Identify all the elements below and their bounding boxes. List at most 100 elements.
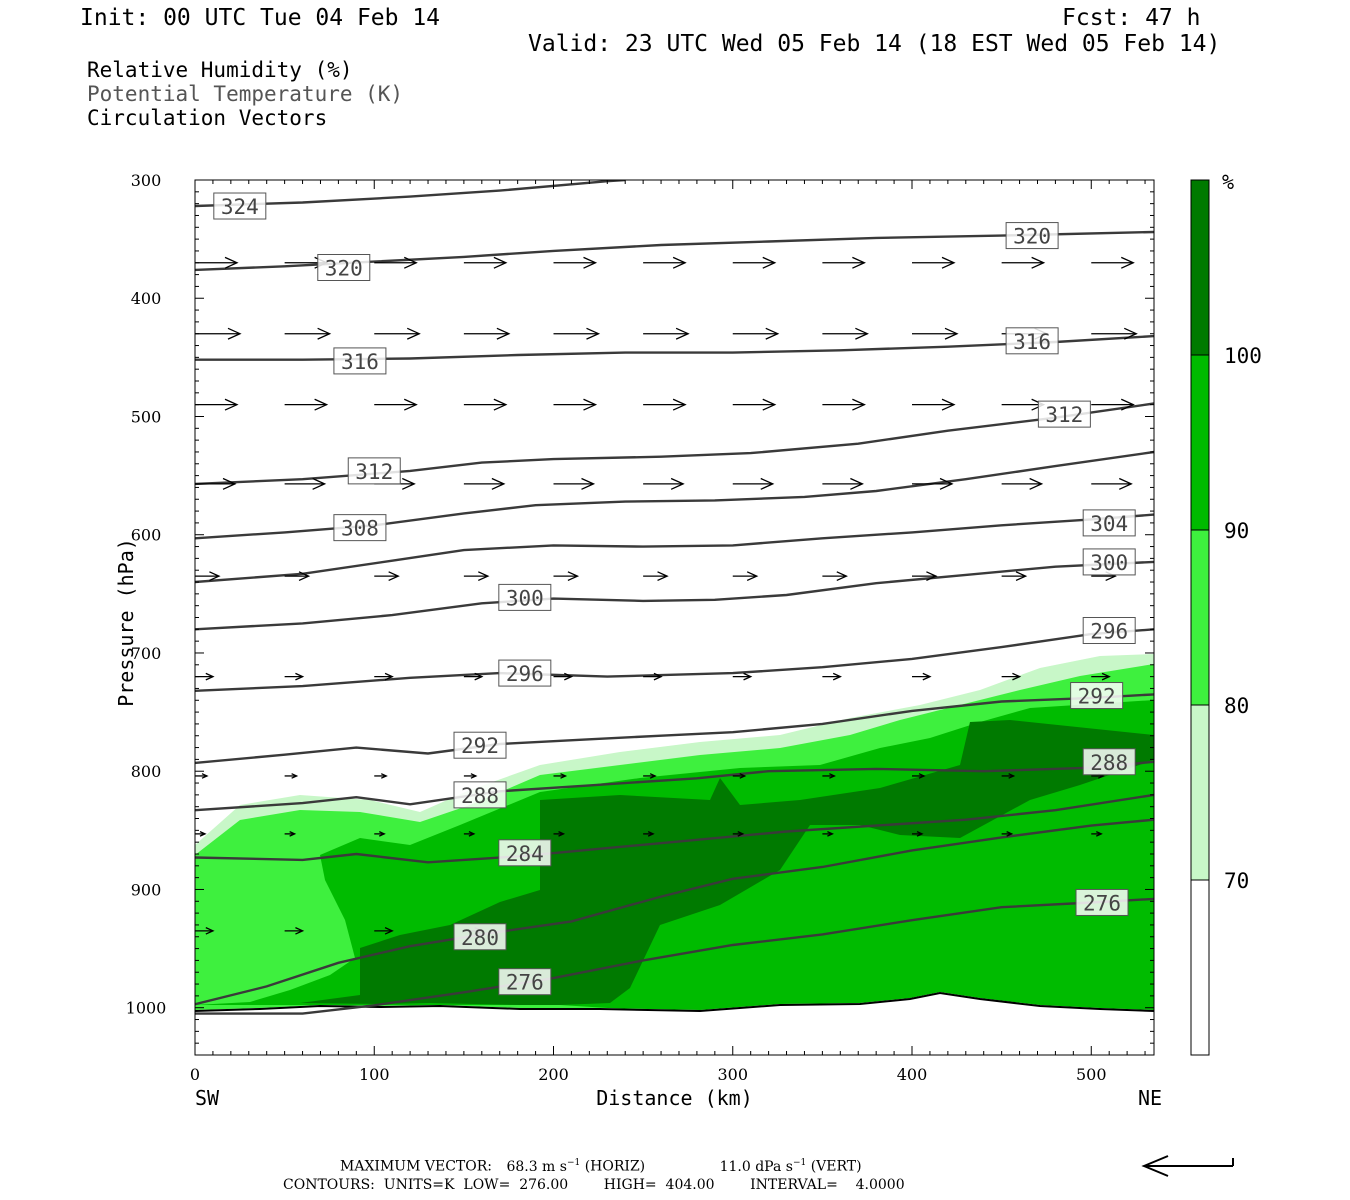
vector-head [1118, 477, 1133, 490]
theta-label-box [333, 347, 387, 375]
vector-head [298, 571, 311, 582]
colorbar-level-label: 70 [1224, 869, 1249, 893]
vector-head [829, 773, 836, 779]
ground-line [195, 991, 1154, 1013]
circulation-vector [284, 927, 305, 935]
circulation-vector [195, 773, 209, 779]
vector-head [291, 773, 299, 779]
theta-label: 276 [1083, 891, 1121, 915]
colorbar-swatch [1191, 705, 1209, 880]
vector-head [496, 327, 511, 340]
y-tick-label: 800 [131, 762, 162, 781]
y-tick-label: 500 [131, 407, 162, 426]
theta-contour-labels: 324 320 320 316 316 312 312 308 304 300 300 296 296 2… [213, 192, 1136, 996]
circulation-vector [822, 773, 836, 779]
vector-head [201, 773, 209, 779]
x-tick-label: 400 [897, 1065, 928, 1084]
theta-label: 304 [1090, 512, 1128, 536]
vector-head [581, 477, 596, 490]
contours-info: CONTOURS: UNITS=K LOW= 276.00 HIGH= 404.… [283, 1177, 905, 1193]
vector-head [227, 327, 242, 340]
circulation-vector [912, 256, 956, 269]
theta-label-box [498, 839, 552, 867]
vector-head [1095, 831, 1103, 837]
theta-label: 320 [325, 257, 363, 281]
theta-contour-300 [195, 560, 1154, 631]
vector-head [760, 477, 775, 490]
theta-contour-304 [195, 513, 1154, 584]
axes: 300 400 500 600 700 800 900 1000 0 100 200 300 400 50… [114, 171, 1162, 1110]
vector-head [1123, 327, 1138, 340]
theta-label: 296 [506, 662, 544, 686]
circulation-vector [1001, 773, 1016, 779]
vector-head [675, 327, 690, 340]
circulation-vector [195, 398, 239, 411]
max-vector-line: MAXIMUM VECTOR: 68.3 m s−1 (HORIZ) 11.0 … [340, 1158, 862, 1175]
theta-contour-284 [195, 793, 1154, 864]
circulation-vector [284, 773, 299, 779]
circulation-vector [732, 327, 780, 340]
theta-label-box [453, 923, 507, 951]
legend-vectors: Circulation Vectors [87, 106, 328, 130]
vector-head [209, 571, 221, 582]
y-tick-label: 700 [131, 644, 162, 663]
theta-label: 324 [221, 195, 259, 219]
vector-head [836, 571, 848, 582]
rh-over-100-area [300, 720, 1154, 1005]
vector-head [491, 477, 506, 490]
circulation-vector [643, 398, 687, 411]
vector-head [474, 672, 484, 681]
theta-label-box [1037, 400, 1091, 428]
x-axis-label: Distance (km) [596, 1086, 753, 1110]
vector-head [403, 256, 418, 269]
circulation-vector [463, 773, 478, 779]
circulation-vector [553, 477, 596, 490]
circulation-vector [912, 398, 956, 411]
circulation-vector [822, 477, 864, 490]
circulation-vector [284, 477, 327, 490]
theta-label-box [498, 583, 552, 611]
vector-head [922, 672, 932, 681]
x-tick-label: 200 [538, 1065, 569, 1084]
theta-contour-296 [195, 628, 1154, 692]
circulation-vector [643, 831, 655, 837]
circulation-vector [284, 327, 332, 340]
theta-label: 312 [355, 460, 393, 484]
circulation-vectors [195, 256, 1138, 935]
vector-head [199, 831, 207, 837]
vector-head [388, 571, 400, 582]
theta-label: 312 [1045, 403, 1083, 427]
vector-head [739, 773, 747, 779]
circulation-vector [374, 256, 418, 269]
circulation-vector [463, 327, 511, 340]
vector-head [1031, 256, 1046, 269]
circulation-vector [374, 672, 394, 681]
vector-head [289, 831, 297, 837]
theta-label: 308 [341, 517, 379, 541]
vector-head [406, 327, 421, 340]
x-tick-label: 0 [190, 1065, 200, 1084]
theta-label: 284 [506, 842, 544, 866]
circulation-vector [732, 672, 753, 681]
circulation-vector [643, 571, 669, 582]
theta-label: 316 [1013, 330, 1051, 354]
legend-theta: Potential Temperature (K) [87, 82, 404, 106]
circulation-vector [463, 672, 484, 681]
vector-head [295, 672, 305, 681]
vector-head [670, 477, 685, 490]
circulation-vector [284, 831, 297, 837]
vector-head [560, 773, 568, 779]
theta-label-box [1005, 222, 1059, 250]
circulation-vector [822, 571, 848, 582]
circulation-vector [463, 256, 508, 269]
circulation-vector [374, 927, 394, 935]
circulation-vector [1001, 571, 1028, 582]
max-horiz-value: 68.3 m s [506, 1158, 567, 1175]
circulation-vector [195, 327, 242, 340]
theta-label: 316 [341, 350, 379, 374]
circulation-vector [553, 398, 598, 411]
vector-head [586, 327, 601, 340]
circulation-vector [1091, 831, 1103, 837]
vector-head [224, 256, 239, 269]
colorbar-swatch [1191, 880, 1209, 1055]
